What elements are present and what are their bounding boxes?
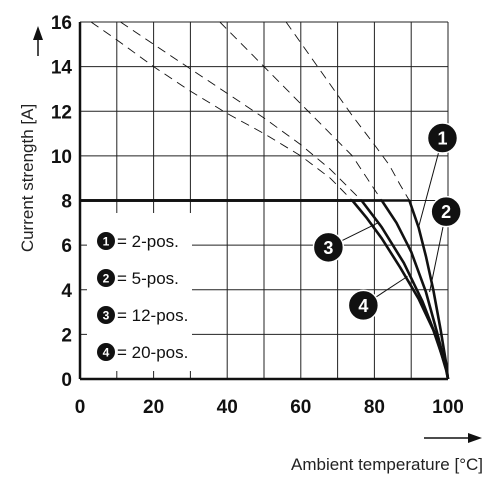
- legend: 1 = 2-pos. 2 = 5-pos. 3 = 12-pos. 4 = 20-pos.: [87, 213, 192, 371]
- y-tick-label: 6: [61, 236, 72, 257]
- dashed-curve-4: [90, 21, 353, 201]
- legend-marker-number: 1: [103, 235, 110, 249]
- y-tick-label: 0: [61, 370, 72, 391]
- annotation-number: 4: [358, 296, 368, 316]
- y-axis-title: Current strength [A]: [18, 104, 37, 252]
- axes: [78, 22, 448, 381]
- x-tick-label: 20: [143, 397, 164, 418]
- x-tick-label: 60: [290, 397, 311, 418]
- legend-label: = 12-pos.: [117, 306, 188, 325]
- annotation-badge-4: [347, 289, 380, 322]
- x-axis-title: Ambient temperature [°C]: [291, 455, 483, 474]
- x-axis-arrow: [424, 433, 482, 443]
- y-axis-arrow: [33, 26, 43, 56]
- annotation-badge-3: [312, 231, 345, 264]
- annotations: 1 2 3 4: [312, 122, 462, 322]
- legend-marker-number: 3: [103, 309, 110, 323]
- legend-marker-2: [97, 269, 115, 287]
- legend-label: = 2-pos.: [117, 232, 179, 251]
- dashed-curve-3: [120, 21, 362, 201]
- x-tick-label: 40: [217, 397, 238, 418]
- y-tick-label: 4: [61, 281, 72, 302]
- annotation-number: 2: [441, 202, 451, 222]
- y-tick-label: 14: [51, 58, 73, 79]
- legend-marker-3: [97, 306, 115, 324]
- y-tick-label: 2: [61, 325, 72, 346]
- dashed-curve-2: [219, 21, 383, 201]
- y-tick-label: 8: [61, 192, 72, 213]
- y-tick-label: 10: [51, 147, 72, 168]
- annotation-number: 1: [437, 129, 447, 149]
- legend-label: = 5-pos.: [117, 269, 179, 288]
- annotation-badge-2: [430, 195, 462, 228]
- x-tick-label: 80: [364, 397, 385, 418]
- legend-marker-4: [97, 343, 115, 361]
- x-tick-label: 0: [75, 397, 86, 418]
- legend-marker-number: 2: [103, 272, 110, 286]
- series-layer: [80, 21, 450, 380]
- x-tick-label: 100: [432, 397, 464, 418]
- annotation-badge-1: [426, 122, 459, 154]
- legend-label: = 20-pos.: [117, 343, 188, 362]
- derating-curve-1: [80, 199, 450, 380]
- legend-marker-number: 4: [103, 346, 110, 360]
- y-tick-label: 12: [51, 102, 72, 123]
- y-tick-label: 16: [51, 13, 72, 34]
- annotation-number: 3: [323, 238, 333, 258]
- legend-marker-1: [97, 232, 115, 250]
- dashed-curve-1: [285, 21, 410, 201]
- derating-curve-4: [80, 199, 450, 380]
